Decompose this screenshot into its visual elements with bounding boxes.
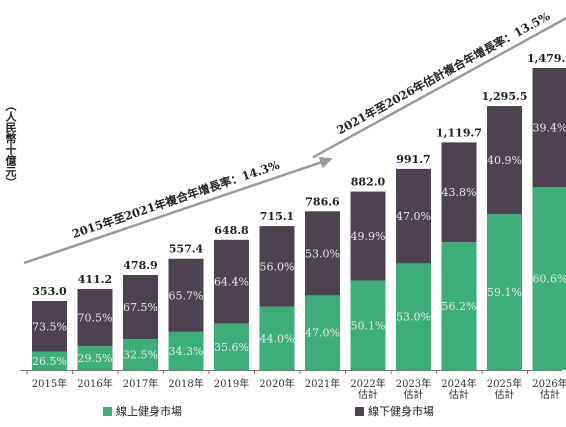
- bar-online: [214, 323, 249, 370]
- offline-share-label: 73.5%: [32, 320, 67, 333]
- offline-share-label: 65.7%: [169, 289, 204, 302]
- x-tick-label: 估計: [495, 388, 515, 401]
- total-value-label: 1,119.7: [436, 126, 482, 139]
- bar-offline: [487, 106, 522, 214]
- x-tick-label: 2026年: [532, 377, 566, 390]
- x-tick-label: 2017年: [123, 377, 158, 390]
- bar-offline: [350, 191, 386, 281]
- offline-share-label: 40.9%: [487, 154, 522, 167]
- online-share-label: 47.0%: [305, 327, 340, 340]
- legend-item-offline: 線下健身市場: [355, 403, 434, 419]
- bar-online: [441, 242, 477, 370]
- legend-label-online: 線上健身市場: [116, 405, 182, 418]
- bar-online: [77, 346, 113, 370]
- legend-swatch-online: [103, 406, 112, 416]
- offline-share-label: 49.9%: [351, 230, 386, 243]
- x-tick-label: 2015年: [32, 377, 67, 390]
- total-value-label: 353.0: [32, 285, 67, 298]
- online-share-label: 50.1%: [351, 319, 386, 332]
- bar-online: [259, 306, 295, 370]
- offline-share-label: 64.4%: [214, 276, 249, 289]
- x-tick-label: 估計: [404, 388, 424, 401]
- bar-offline: [532, 68, 566, 187]
- bar-offline: [259, 226, 295, 307]
- total-value-label: 991.7: [396, 153, 430, 166]
- online-share-label: 26.5%: [32, 355, 67, 368]
- offline-share-label: 47.0%: [396, 210, 431, 223]
- legend-swatch-offline: [355, 406, 364, 416]
- total-value-label: 478.9: [123, 259, 157, 272]
- offline-share-label: 53.0%: [305, 247, 340, 260]
- total-value-label: 1,479.3: [527, 52, 566, 65]
- bar-online: [532, 186, 566, 370]
- legend-label-offline: 線下健身市場: [368, 405, 434, 418]
- total-value-label: 411.2: [78, 273, 112, 286]
- y-axis-label: （人民幣十億元）: [4, 100, 17, 188]
- cagr-arrow: [312, 10, 566, 159]
- total-value-label: 715.1: [260, 210, 294, 223]
- total-value-label: 557.4: [169, 243, 204, 256]
- bar-online: [168, 331, 204, 370]
- x-tick-label: 估計: [449, 388, 469, 401]
- cagr-label: 2015年至2021年複合年增長率：14.3%: [70, 158, 281, 241]
- x-tick-label: 2024年: [441, 377, 476, 390]
- x-tick-label: 2022年: [350, 377, 385, 390]
- bar-offline: [168, 258, 204, 332]
- offline-share-label: 67.5%: [123, 301, 158, 314]
- x-tick-label: 2016年: [77, 377, 112, 390]
- bar-offline: [123, 274, 158, 340]
- online-share-label: 35.6%: [214, 341, 249, 354]
- x-tick-label: 2020年: [259, 377, 294, 390]
- offline-share-label: 70.5%: [78, 312, 113, 325]
- x-tick-label: 2021年: [305, 377, 340, 390]
- bar-offline: [214, 239, 249, 324]
- online-share-label: 44.0%: [260, 332, 295, 345]
- total-value-label: 882.0: [351, 176, 386, 189]
- bar-offline: [32, 301, 67, 352]
- bar-offline: [77, 288, 113, 347]
- x-tick-label: 2018年: [168, 377, 203, 390]
- bar-online: [32, 351, 67, 370]
- cagr-arrow: [23, 156, 333, 265]
- online-share-label: 34.3%: [169, 345, 204, 358]
- total-value-label: 648.8: [214, 224, 249, 237]
- bar-online: [305, 295, 340, 370]
- x-tick-label: 估計: [540, 388, 560, 401]
- offline-share-label: 56.0%: [260, 260, 295, 273]
- bar-offline: [396, 168, 431, 264]
- total-value-label: 1,295.5: [482, 90, 528, 103]
- online-share-label: 56.2%: [442, 300, 477, 313]
- x-tick-label: 估計: [358, 388, 378, 401]
- bar-online: [487, 213, 522, 370]
- offline-share-label: 39.4%: [533, 121, 566, 134]
- online-share-label: 29.5%: [78, 352, 113, 365]
- x-tick-label: 2019年: [214, 377, 249, 390]
- offline-share-label: 43.8%: [442, 186, 477, 199]
- online-share-label: 60.6%: [533, 272, 566, 285]
- x-tick-label: 2023年: [396, 377, 431, 390]
- online-share-label: 53.0%: [396, 311, 431, 324]
- bar-offline: [441, 142, 477, 243]
- total-value-label: 786.6: [305, 195, 340, 208]
- online-share-label: 59.1%: [487, 286, 522, 299]
- bar-offline: [305, 211, 340, 296]
- x-tick-label: 2025年: [487, 377, 522, 390]
- bar-online: [123, 339, 158, 370]
- bar-online: [396, 263, 431, 370]
- online-share-label: 32.5%: [123, 349, 158, 362]
- legend-item-online: 線上健身市場: [103, 403, 182, 419]
- bar-online: [350, 280, 386, 370]
